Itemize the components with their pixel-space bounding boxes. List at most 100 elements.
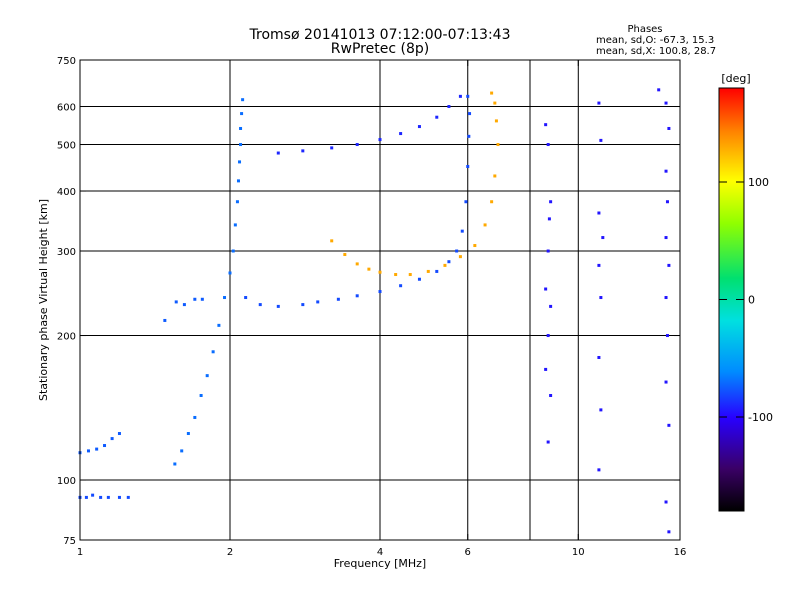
data-point	[599, 408, 603, 412]
data-point	[228, 271, 232, 275]
data-point	[546, 143, 550, 147]
data-point	[336, 297, 340, 301]
data-point	[239, 126, 243, 130]
data-point	[597, 263, 601, 267]
data-point	[601, 236, 605, 240]
stats-heading: Phases	[627, 24, 662, 35]
data-point	[664, 380, 668, 384]
x-tick-label: 4	[377, 547, 383, 558]
data-point	[667, 423, 671, 427]
data-point	[236, 179, 240, 183]
stats-o-mode: mean, sd,O: -67.3, 15.3	[596, 35, 714, 46]
data-point	[343, 253, 347, 257]
chart-subtitle: RwPretec (8p)	[331, 41, 429, 57]
data-point	[95, 447, 99, 451]
colorbar-tick-label: 0	[748, 294, 755, 307]
data-point	[200, 297, 204, 301]
data-point	[458, 255, 462, 259]
data-point	[211, 350, 215, 354]
data-point	[667, 126, 671, 130]
data-point	[223, 296, 227, 300]
data-point	[103, 444, 107, 448]
x-tick-label: 1	[77, 547, 83, 558]
data-point	[355, 262, 359, 266]
data-point	[460, 229, 464, 233]
data-point	[546, 334, 550, 338]
axis-ticks: 1 2 4 6 10 16 75 100 200 300 400 500 600 750	[57, 56, 686, 558]
data-point	[238, 160, 242, 164]
data-point	[544, 123, 548, 127]
y-tick-label: 750	[57, 56, 76, 67]
data-point	[193, 297, 197, 301]
data-point	[490, 200, 494, 204]
data-point	[244, 296, 248, 300]
data-point	[458, 94, 462, 98]
data-point	[473, 244, 477, 248]
data-point	[546, 440, 550, 444]
data-point	[597, 355, 601, 359]
data-point	[110, 437, 114, 441]
data-point	[367, 267, 371, 271]
data-point	[199, 394, 203, 398]
data-point	[665, 334, 669, 338]
data-point	[466, 94, 470, 98]
data-point	[301, 303, 305, 307]
data-point	[240, 112, 244, 116]
data-point	[549, 200, 553, 204]
data-point	[163, 318, 167, 322]
colorbar-label: [deg]	[721, 72, 750, 85]
data-point	[435, 269, 439, 273]
data-point	[544, 287, 548, 291]
data-point	[426, 269, 430, 273]
data-point	[490, 91, 494, 95]
data-point	[664, 500, 668, 504]
y-tick-label: 600	[57, 103, 76, 114]
data-point	[494, 119, 498, 123]
data-point	[599, 296, 603, 300]
data-point	[182, 303, 186, 307]
data-point	[106, 495, 110, 499]
data-point	[549, 394, 553, 398]
data-point	[91, 493, 95, 497]
x-tick-label: 10	[572, 547, 585, 558]
y-tick-label: 500	[57, 141, 76, 152]
data-point	[378, 270, 382, 274]
data-point	[597, 468, 601, 472]
data-point	[546, 249, 550, 253]
data-point	[399, 284, 403, 288]
data-point	[241, 98, 245, 102]
data-point	[408, 273, 412, 277]
data-point	[417, 277, 421, 281]
data-point	[378, 290, 382, 294]
data-points	[78, 88, 671, 534]
data-point	[231, 249, 235, 253]
data-point	[447, 260, 451, 264]
y-tick-label: 75	[63, 536, 76, 547]
data-point	[667, 263, 671, 267]
grid-lines	[80, 60, 680, 540]
data-point	[549, 304, 553, 308]
x-tick-label: 16	[674, 547, 687, 558]
y-tick-label: 100	[57, 476, 76, 487]
data-point	[597, 211, 601, 215]
data-point	[468, 112, 472, 116]
data-point	[355, 294, 359, 298]
data-point	[276, 151, 280, 155]
data-point	[664, 101, 668, 105]
chart-title: Tromsø 20141013 07:12:00-07:13:43	[249, 27, 511, 43]
data-point	[235, 200, 239, 204]
data-point	[99, 495, 103, 499]
colorbar-ticks: 100 0 -100	[719, 176, 773, 424]
x-tick-label: 2	[227, 547, 233, 558]
data-point	[180, 449, 184, 453]
data-point	[173, 462, 177, 466]
data-point	[239, 143, 243, 147]
y-tick-label: 400	[57, 187, 76, 198]
data-point	[664, 169, 668, 173]
colorbar-tick-label: 100	[748, 176, 769, 189]
stats-x-mode: mean, sd,X: 100.8, 28.7	[596, 46, 716, 57]
data-point	[193, 415, 197, 419]
data-point	[664, 296, 668, 300]
data-point	[86, 449, 90, 453]
